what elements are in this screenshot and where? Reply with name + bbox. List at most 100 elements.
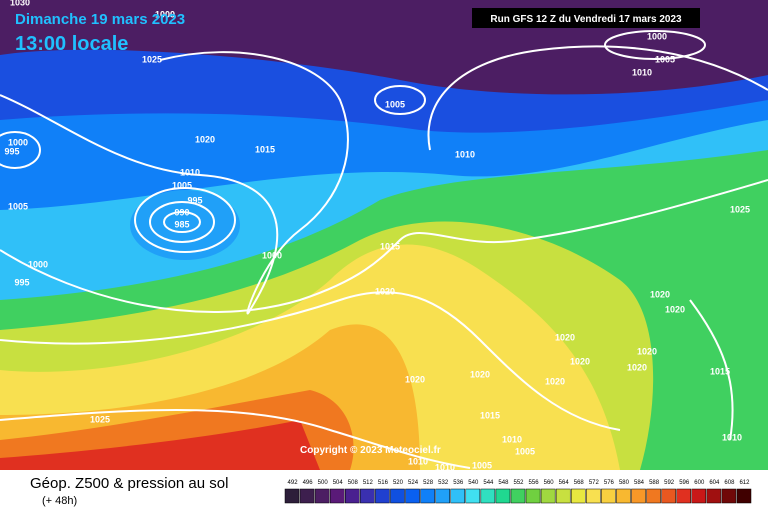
- isobar-label: 1010: [632, 67, 652, 77]
- colorbar-swatch: [480, 488, 496, 504]
- isobar-labels: 1030 1000 1025 1020 1015 1010 1005 995 990 985 100…: [4, 0, 750, 472]
- colorbar-label: 544: [483, 480, 494, 486]
- colorbar-label: 560: [544, 480, 555, 486]
- colorbar-label: 504: [333, 480, 344, 486]
- isobar: [0, 179, 768, 313]
- colorbar-label: 556: [529, 480, 540, 486]
- colorbar-swatch: [540, 488, 556, 504]
- colorbar-swatch: [646, 488, 661, 504]
- colorbar-label: 612: [739, 480, 750, 486]
- colorbar-label: 600: [694, 480, 705, 486]
- isobar-label: 1010: [502, 434, 522, 444]
- field-red: [0, 420, 320, 470]
- colorbar-swatch: [329, 488, 345, 504]
- colorbar-swatch: [736, 488, 752, 504]
- colorbar-swatch: [345, 488, 360, 504]
- isobar-label: 1015: [255, 144, 275, 154]
- run-info: Run GFS 12 Z du Vendredi 17 mars 2023: [490, 14, 682, 25]
- colorbar-swatch: [661, 488, 676, 504]
- colorbar-label: 584: [634, 480, 645, 486]
- colorbar-swatch: [510, 488, 526, 504]
- isobar-label: 1000: [647, 31, 667, 41]
- isobar-label: 990: [174, 207, 189, 217]
- isobar-label: 1020: [545, 376, 565, 386]
- colorbar-label: 588: [649, 480, 660, 486]
- isobar-label: 1020: [570, 356, 590, 366]
- isobar: [0, 409, 471, 469]
- colorbar-label: 552: [513, 480, 524, 486]
- isobar-label: 1005: [472, 460, 492, 470]
- isobar-label: 1005: [8, 201, 28, 211]
- isobar-label: 995: [14, 277, 29, 287]
- footer-lead: (+ 48h): [42, 495, 77, 507]
- colorbar-label: 528: [423, 480, 434, 486]
- colorbar-label: 520: [393, 480, 404, 486]
- colorbar-label: 592: [664, 480, 675, 486]
- isobar-label: 1000: [28, 259, 48, 269]
- isobar: [689, 299, 734, 441]
- colorbar-swatch: [525, 488, 541, 504]
- colorbar-label: 564: [559, 480, 570, 486]
- isobar-label: 1010: [722, 432, 742, 442]
- isobar-label: 1005: [385, 99, 405, 109]
- isobar: [604, 30, 706, 60]
- isobar-label: 1020: [665, 304, 685, 314]
- isobar-label: 985: [174, 219, 189, 229]
- isobars: [0, 30, 768, 469]
- isobar-label: 1005: [172, 180, 192, 190]
- time: 13:00 locale: [15, 33, 128, 55]
- colorbar: 492 496 500 504 508 512 516 520 524 528 532 536 540 5…: [284, 480, 752, 504]
- isobar-label: 995: [4, 146, 19, 156]
- colorbar-swatch: [375, 488, 390, 504]
- field-low: [130, 190, 240, 260]
- colorbar-swatch: [721, 488, 737, 504]
- colorbar-swatch: [616, 488, 631, 504]
- isobar-label: 1020: [627, 362, 647, 372]
- isobar-label: 1010: [435, 462, 455, 472]
- colorbar-swatch: [450, 488, 466, 504]
- copyright: Copyright © 2023 Meteociel.fr: [300, 445, 441, 456]
- colorbar-label: 512: [363, 480, 374, 486]
- date: Dimanche 19 mars 2023: [15, 11, 185, 28]
- colorbar-swatch: [495, 488, 511, 504]
- colorbar-label: 492: [288, 480, 299, 486]
- isobar-label: 1030: [10, 0, 30, 7]
- isobar-label: 1020: [555, 332, 575, 342]
- isobar-label: 1020: [470, 369, 490, 379]
- isobar: [374, 85, 426, 115]
- colorbar-label: 608: [724, 480, 735, 486]
- colorbar-label: 532: [438, 480, 449, 486]
- colorbar-label: 576: [604, 480, 615, 486]
- colorbar-swatch: [405, 488, 420, 504]
- isobar-label: 1020: [195, 134, 215, 144]
- footer-title: Géop. Z500 & pression au sol: [30, 475, 228, 492]
- isobar: [0, 131, 41, 169]
- colorbar-swatch: [284, 488, 300, 504]
- colorbar-label: 516: [378, 480, 389, 486]
- colorbar-swatch: [420, 488, 435, 504]
- colorbar-label: 500: [318, 480, 329, 486]
- colorbar-swatch: [314, 488, 330, 504]
- isobar-label: 1020: [637, 346, 657, 356]
- colorbar-label: 572: [589, 480, 600, 486]
- colorbar-label: 508: [348, 480, 359, 486]
- isobar-label: 1020: [375, 286, 395, 296]
- isobar-label: 1005: [515, 446, 535, 456]
- isobar-label: 1010: [455, 149, 475, 159]
- colorbar-swatch: [360, 488, 375, 504]
- isobar-label: 1025: [730, 204, 750, 214]
- colorbar-label: 536: [453, 480, 464, 486]
- colorbar-label: 496: [303, 480, 314, 486]
- colorbar-label: 540: [468, 480, 479, 486]
- colorbar-swatch: [706, 488, 722, 504]
- isobar-label: 1015: [710, 366, 730, 376]
- colorbar-swatch: [465, 488, 481, 504]
- isobar-label: 1000: [155, 9, 175, 19]
- colorbar-swatch: [435, 488, 450, 504]
- colorbar-swatch: [631, 488, 646, 504]
- colorbar-swatch: [555, 488, 571, 504]
- run-box: [472, 8, 700, 28]
- isobar-label: 1025: [142, 54, 162, 64]
- isobar-label: 1025: [90, 414, 110, 424]
